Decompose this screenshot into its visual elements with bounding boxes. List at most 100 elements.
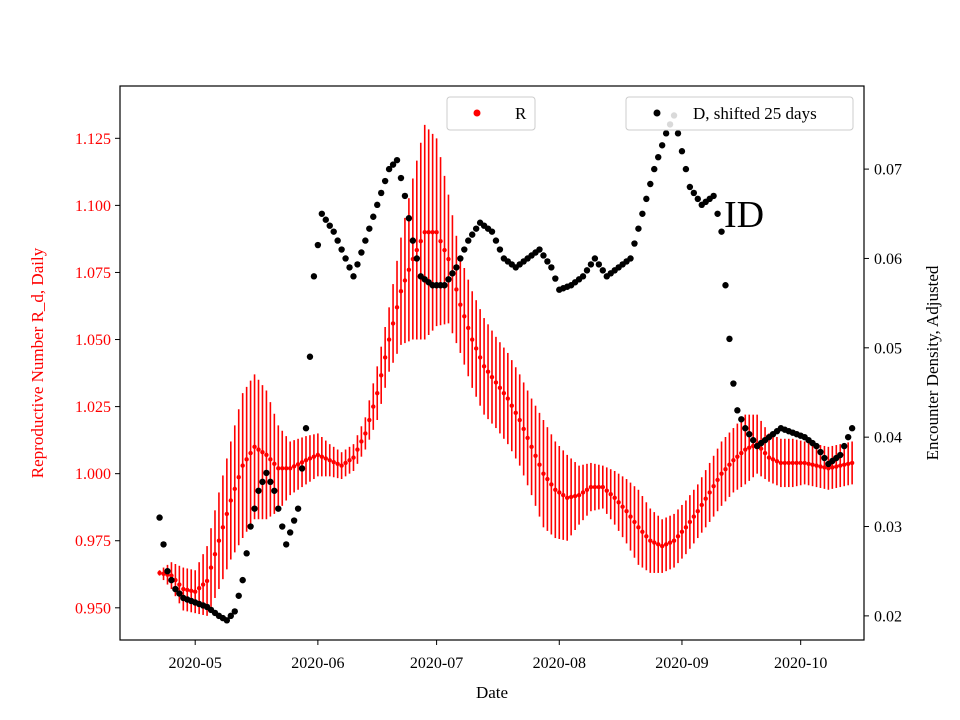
r-point bbox=[382, 355, 388, 360]
y-axis-right-label: Encounter Density, Adjusted bbox=[923, 265, 942, 460]
d-point bbox=[817, 448, 824, 456]
r-point bbox=[185, 587, 190, 593]
r-point bbox=[525, 435, 530, 441]
d-point bbox=[647, 180, 654, 188]
d-point bbox=[350, 273, 357, 280]
legend-r-marker bbox=[473, 109, 481, 117]
r-point bbox=[220, 525, 226, 530]
r-point bbox=[588, 484, 594, 490]
r-point bbox=[236, 475, 241, 480]
r-point bbox=[466, 325, 471, 331]
d-point bbox=[722, 282, 729, 289]
r-point bbox=[351, 455, 356, 460]
r-point bbox=[335, 461, 340, 467]
r-point bbox=[596, 484, 602, 490]
r-point bbox=[430, 230, 435, 235]
r-point bbox=[616, 500, 621, 505]
d-point bbox=[322, 216, 329, 223]
r-point bbox=[541, 471, 546, 476]
d-point bbox=[635, 225, 642, 232]
r-point bbox=[200, 582, 206, 587]
d-point bbox=[662, 130, 670, 137]
d-point bbox=[243, 550, 250, 557]
d-point bbox=[279, 523, 286, 530]
r-point bbox=[256, 447, 261, 452]
r-point bbox=[228, 498, 234, 503]
d-point bbox=[164, 567, 171, 575]
r-point bbox=[505, 396, 511, 401]
r-point bbox=[232, 486, 237, 492]
r-point bbox=[458, 302, 463, 307]
d-point bbox=[718, 228, 725, 235]
d-point bbox=[172, 585, 179, 593]
r-point bbox=[375, 390, 380, 396]
d-point bbox=[334, 237, 341, 244]
r-point bbox=[683, 525, 689, 530]
r-point bbox=[208, 565, 214, 570]
r-point bbox=[545, 476, 550, 482]
y-right-tick-label: 0.05 bbox=[874, 340, 902, 357]
r-point bbox=[830, 465, 835, 470]
r-point bbox=[161, 571, 166, 577]
r-point bbox=[390, 321, 396, 326]
r-point bbox=[786, 460, 792, 466]
r-point bbox=[521, 426, 526, 432]
d-point bbox=[544, 258, 551, 265]
r-point bbox=[620, 504, 625, 509]
legend-d: D, shifted 25 days bbox=[625, 96, 854, 131]
r-point bbox=[592, 484, 598, 490]
d-point bbox=[290, 517, 298, 524]
r-point bbox=[287, 466, 293, 471]
r-point bbox=[426, 230, 431, 235]
d-point bbox=[655, 153, 662, 161]
d-point bbox=[536, 246, 543, 253]
d-point bbox=[682, 165, 690, 173]
y-left-tick-label: 1.000 bbox=[75, 466, 111, 483]
r-point bbox=[394, 305, 400, 310]
d-point bbox=[690, 189, 698, 197]
y-axis-left-label: Reproductive Number R_d, Daily bbox=[28, 247, 47, 478]
d-point bbox=[587, 261, 595, 268]
r-point bbox=[794, 460, 799, 466]
r-point bbox=[671, 538, 677, 543]
r-point bbox=[363, 431, 368, 436]
r-point bbox=[842, 462, 847, 467]
r-point bbox=[557, 490, 562, 495]
r-point bbox=[244, 457, 249, 462]
plot-frame bbox=[119, 85, 865, 641]
r-point bbox=[477, 355, 483, 360]
d-point bbox=[342, 255, 349, 262]
r-point bbox=[810, 462, 815, 467]
d-point bbox=[465, 237, 472, 244]
d-point bbox=[255, 487, 262, 494]
d-point bbox=[385, 165, 393, 173]
d-point bbox=[283, 541, 290, 548]
d-point bbox=[286, 529, 294, 536]
r-point bbox=[719, 471, 724, 476]
r-point bbox=[240, 463, 245, 468]
r-point bbox=[272, 461, 277, 467]
r-point bbox=[747, 445, 752, 450]
r-point bbox=[624, 509, 629, 514]
d-point bbox=[267, 478, 274, 486]
r-point bbox=[568, 494, 574, 500]
d-point bbox=[247, 523, 254, 530]
r-point bbox=[699, 502, 704, 508]
r-point bbox=[845, 461, 851, 467]
r-point-group bbox=[157, 230, 855, 594]
legend-d-box bbox=[625, 96, 854, 131]
d-point bbox=[496, 246, 504, 253]
r-point bbox=[691, 514, 697, 519]
d-point bbox=[841, 442, 848, 450]
d-point bbox=[749, 436, 757, 444]
r-point bbox=[402, 278, 408, 283]
r-point bbox=[782, 460, 788, 466]
d-point bbox=[354, 261, 361, 268]
r-point bbox=[838, 463, 843, 468]
r-point bbox=[224, 511, 230, 517]
r-point bbox=[798, 460, 803, 466]
r-point bbox=[280, 466, 285, 471]
d-point bbox=[445, 276, 452, 283]
r-point bbox=[339, 463, 344, 468]
